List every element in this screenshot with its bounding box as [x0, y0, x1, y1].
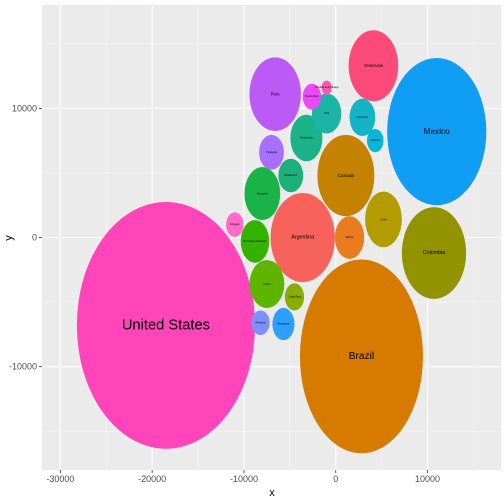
bubble-costa-rica [284, 283, 305, 311]
bubble-label-trinidad-and-tobago: Trinidad and Tobago [315, 85, 339, 89]
bubble-uruguay [226, 212, 244, 237]
bubble-canada [317, 134, 375, 217]
bubble-puerto-rico [302, 83, 322, 110]
bubbles-layer [76, 30, 487, 454]
bubble-label-dominican-republic: Dominican Republic [243, 239, 267, 243]
bubble-label-venezuela: Venezuela [364, 63, 384, 68]
bubble-label-jamaica: Jamaica [370, 138, 380, 142]
y-tick-label: 0 [32, 233, 37, 243]
x-tick-label: -10000 [230, 474, 258, 484]
bubble-mexico [387, 57, 487, 206]
x-tick-label: 0 [333, 474, 338, 484]
bubble-el-salvador [278, 158, 304, 193]
bubble-honduras [349, 98, 376, 137]
bubble-label-canada: Canada [338, 173, 355, 178]
bubble-jamaica [366, 129, 384, 153]
bubble-label-honduras: Honduras [357, 115, 369, 119]
bubble-label-united-states: United States [122, 317, 210, 333]
bubble-guatemala [290, 114, 323, 162]
bubble-label-panama: Panama [256, 320, 266, 324]
bubble-label-nicaragua: Nicaragua [278, 322, 290, 326]
x-axis-ticks: -30000 -20000 -10000 0 10000 [46, 470, 440, 484]
bubble-cuba [249, 260, 285, 308]
bubble-brazil [299, 259, 423, 454]
bubble-peru [249, 57, 301, 131]
bubble-label-bolivia: Bolivia [346, 235, 354, 239]
bubble-panama [251, 310, 270, 336]
bubble-colombia [401, 207, 467, 299]
bubble-label-brazil: Brazil [349, 351, 374, 362]
bubble-label-ecuador: Ecuador [257, 192, 268, 196]
y-axis-ticks: -10000 0 10000 [9, 103, 42, 372]
y-axis-title: y [3, 235, 15, 241]
bubble-label-uruguay: Uruguay [230, 222, 241, 226]
x-tick-label: 10000 [415, 474, 440, 484]
y-tick-label: -10000 [9, 362, 37, 372]
bubble-label-puerto-rico: Puerto Rico [305, 94, 319, 98]
bubble-trinidad-and-tobago [321, 80, 332, 95]
bubble-paraguay [259, 134, 284, 170]
x-tick-label: -20000 [138, 474, 166, 484]
bubble-label-el-salvador: El Salvador [284, 173, 297, 177]
x-tick-label: -30000 [46, 474, 74, 484]
bubble-label-cuba: Cuba [263, 282, 270, 286]
bubble-nicaragua [272, 307, 295, 341]
bubble-argentina [270, 192, 335, 283]
bubble-label-chile: Chile [380, 217, 387, 221]
bubble-label-mexico: Mexico [424, 127, 450, 136]
bubble-label-argentina: Argentina [291, 235, 314, 241]
bubble-venezuela [348, 30, 399, 102]
x-axis-title: x [269, 487, 275, 499]
bubble-chile [365, 191, 402, 248]
bubble-bolivia [334, 216, 365, 259]
bubble-label-guatemala: Guatemala [300, 136, 313, 140]
bubble-label-costa-rica: Costa Rica [288, 294, 301, 298]
bubble-labels-layer: United States Brazil Mexico Colombia Argenti… [122, 63, 450, 362]
bubble-label-colombia: Colombia [423, 250, 445, 256]
bubble-united-states [76, 201, 255, 449]
bubble-ecuador [244, 167, 281, 221]
bubble-dominican-republic [240, 220, 270, 263]
y-tick-label: 10000 [12, 103, 37, 113]
bubble-label-paraguay: Paraguay [266, 150, 278, 154]
bubble-label-haiti: Haiti [324, 111, 330, 115]
bubble-label-peru: Peru [271, 92, 281, 97]
